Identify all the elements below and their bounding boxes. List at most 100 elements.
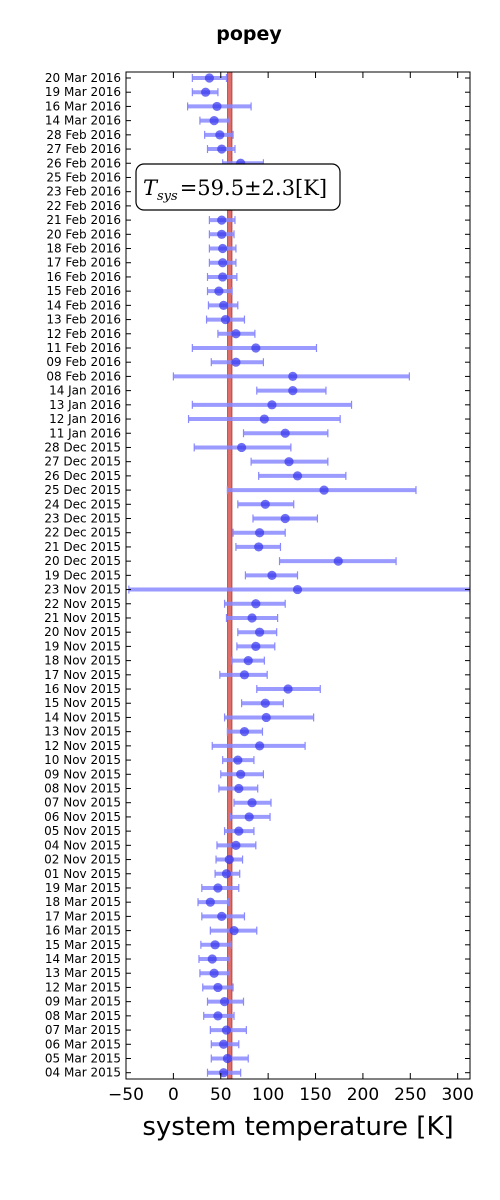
data-point [212, 101, 222, 112]
data-point [244, 812, 254, 822]
y-tick-label: 09 Feb 2016 [46, 355, 121, 369]
y-tick-label: 17 Feb 2016 [46, 256, 121, 270]
y-tick-label: 25 Feb 2016 [46, 170, 121, 184]
y-tick-label: 20 Mar 2016 [45, 71, 121, 85]
y-tick-label: 26 Dec 2015 [44, 469, 121, 483]
y-tick-label: 05 Nov 2015 [44, 824, 121, 838]
data-point [234, 826, 244, 836]
data-point [288, 371, 298, 382]
y-tick-label: 22 Dec 2015 [44, 526, 121, 540]
y-tick-label: 16 Nov 2015 [44, 682, 121, 696]
y-tick-label: 12 Nov 2015 [44, 739, 121, 753]
y-tick-label: 28 Dec 2015 [44, 440, 121, 454]
y-tick-label: 06 Mar 2015 [45, 1037, 121, 1051]
annotation-box [135, 163, 341, 211]
data-point [219, 300, 229, 310]
y-tick-label: 23 Feb 2016 [46, 185, 121, 199]
y-tick-label: 22 Nov 2015 [44, 597, 121, 611]
data-point [255, 741, 265, 751]
data-point [280, 513, 290, 524]
data-point [210, 940, 220, 950]
y-tick-label: 01 Nov 2015 [44, 867, 121, 881]
y-tick-label: 07 Mar 2015 [45, 1023, 121, 1037]
data-point [209, 116, 219, 126]
y-tick-label: 23 Nov 2015 [44, 583, 121, 597]
y-tick-label: 23 Dec 2015 [44, 512, 121, 526]
data-point [231, 357, 241, 367]
y-tick-label: 16 Feb 2016 [46, 270, 121, 284]
y-tick-label: 17 Nov 2015 [44, 668, 121, 682]
y-tick-label: 04 Nov 2015 [44, 838, 121, 852]
data-point [231, 329, 241, 339]
data-point [260, 698, 270, 708]
data-point [201, 87, 211, 97]
data-point [205, 897, 215, 907]
data-point [236, 769, 246, 779]
data-point [243, 656, 253, 666]
y-tick-label: 08 Nov 2015 [44, 782, 121, 796]
y-tick-label: 14 Jan 2016 [49, 384, 121, 398]
y-tick-label: 08 Mar 2015 [45, 1009, 121, 1023]
data-point [219, 1068, 229, 1078]
y-tick-label: 02 Nov 2015 [44, 853, 121, 867]
y-tick-label: 27 Feb 2016 [46, 142, 121, 156]
y-tick-label: 17 Mar 2015 [45, 909, 121, 923]
data-point [254, 542, 264, 552]
data-point [217, 215, 227, 225]
y-tick-label: 24 Dec 2015 [44, 497, 121, 511]
y-tick-label: 19 Mar 2016 [45, 85, 121, 99]
y-tick-label: 21 Nov 2015 [44, 611, 121, 625]
x-tick-label: 150 [299, 1085, 331, 1105]
data-point [267, 400, 277, 410]
plot-marks [128, 72, 470, 1079]
chart-title: popey [216, 23, 282, 45]
data-point [259, 414, 269, 424]
data-point [204, 73, 214, 83]
data-point [217, 144, 227, 154]
data-point [221, 869, 232, 879]
y-tick-label: 13 Jan 2016 [49, 398, 121, 412]
data-point [218, 272, 228, 282]
data-point [219, 1039, 229, 1049]
y-tick-label: 13 Nov 2015 [44, 725, 121, 739]
x-tick-label: 50 [210, 1085, 232, 1105]
x-tick-label: 250 [394, 1085, 426, 1105]
x-tick-label: −50 [108, 1085, 144, 1105]
y-tick-label: 09 Nov 2015 [44, 767, 121, 781]
x-tick-label: 0 [168, 1085, 179, 1105]
data-point [215, 130, 225, 140]
annotation-text: Tsys=59.5±2.3[K] [143, 176, 327, 204]
data-point [239, 727, 250, 737]
data-point [213, 982, 223, 993]
data-point [218, 258, 228, 268]
y-tick-label: 20 Nov 2015 [44, 625, 121, 639]
data-point [239, 670, 250, 680]
data-point [234, 783, 244, 794]
y-tick-label: 19 Dec 2015 [44, 568, 121, 582]
data-point [217, 911, 227, 921]
y-tick-label: 21 Feb 2016 [46, 213, 121, 227]
y-tick-label: 15 Mar 2015 [45, 938, 121, 952]
data-point [255, 528, 265, 538]
x-tick-label: 200 [347, 1085, 379, 1105]
y-tick-label: 20 Feb 2016 [46, 227, 121, 241]
data-point [219, 997, 230, 1007]
data-point [267, 570, 277, 580]
data-point [222, 1053, 232, 1064]
y-tick-label: 15 Feb 2016 [46, 284, 121, 298]
data-point [255, 627, 265, 637]
data-point [214, 286, 224, 296]
data-point [319, 485, 329, 495]
data-point [233, 755, 243, 765]
y-tick-label: 27 Dec 2015 [44, 455, 121, 469]
data-point [251, 343, 261, 353]
data-point [224, 854, 234, 865]
data-point [292, 471, 303, 481]
x-tick-label: 300 [441, 1085, 473, 1105]
data-point [260, 499, 270, 509]
data-point [207, 954, 217, 964]
data-point [237, 442, 247, 453]
y-tick-label: 09 Mar 2015 [45, 995, 121, 1009]
y-tick-label: 28 Feb 2016 [46, 128, 121, 142]
